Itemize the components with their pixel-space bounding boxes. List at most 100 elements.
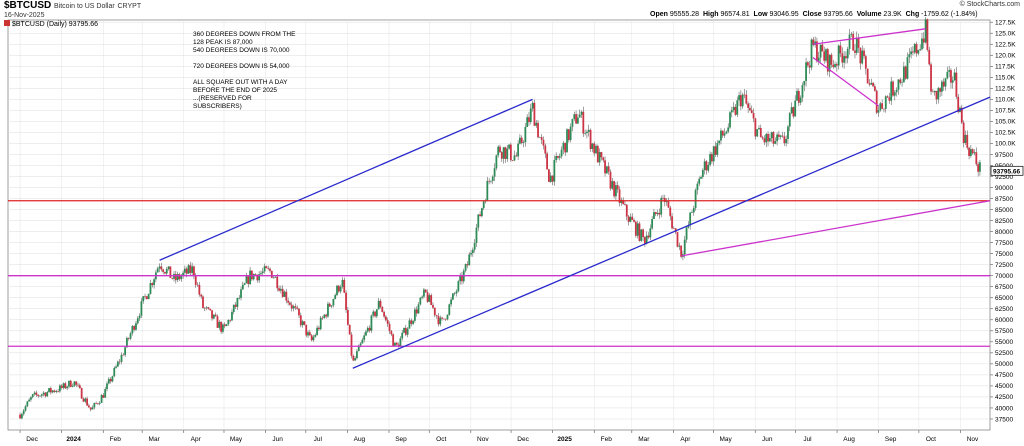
- candle-body: [426, 292, 429, 302]
- candle-body: [240, 289, 242, 298]
- candle-body: [714, 146, 717, 155]
- candle-body: [26, 401, 29, 407]
- candle-body: [432, 305, 434, 308]
- candle-body: [388, 324, 391, 332]
- candle-body: [276, 276, 279, 289]
- candle-body: [203, 307, 206, 309]
- y-tick-label: 90000: [995, 185, 1013, 192]
- candle-body: [531, 102, 534, 109]
- candle-body: [156, 268, 159, 273]
- candle-body: [767, 133, 769, 142]
- candle-body: [91, 407, 94, 410]
- candle-body: [595, 145, 597, 154]
- x-tick-label: Jun: [762, 436, 773, 443]
- candle-body: [198, 284, 201, 295]
- candle-body: [651, 219, 654, 229]
- candle-body: [966, 134, 969, 148]
- candle-body: [937, 88, 940, 100]
- candle-body: [816, 41, 818, 62]
- instrument-name: Bitcoin to US Dollar: [54, 3, 115, 10]
- candle-body: [636, 223, 639, 236]
- candle-body: [709, 154, 711, 165]
- low-label: Low: [753, 11, 768, 18]
- candle-body: [667, 201, 670, 208]
- candle-body: [289, 302, 291, 305]
- candle-body: [165, 269, 168, 274]
- candle-body: [616, 185, 619, 190]
- candle-body: [120, 354, 123, 362]
- candle-body: [473, 243, 476, 250]
- candle-body: [930, 64, 932, 92]
- candle-body: [352, 355, 355, 361]
- candle-body: [408, 320, 411, 329]
- candle-body: [883, 108, 885, 110]
- open-value: 95555.28: [669, 11, 700, 18]
- candle-body: [879, 103, 882, 111]
- candle-body: [261, 271, 264, 274]
- candle-body: [774, 141, 777, 144]
- candle-body: [553, 159, 556, 182]
- candle-body: [361, 339, 364, 344]
- candle-body: [310, 335, 313, 341]
- candle-body: [779, 135, 782, 137]
- candle-body: [754, 118, 757, 137]
- candle-body: [471, 249, 474, 254]
- candle-body: [283, 291, 286, 297]
- x-tick-label: Nov: [967, 436, 979, 443]
- candle-body: [696, 183, 699, 191]
- candle-body: [955, 72, 958, 97]
- candle-body: [649, 228, 652, 238]
- candle-body: [278, 288, 280, 291]
- candle-body: [850, 33, 853, 35]
- y-tick-label: 72500: [995, 262, 1013, 269]
- exchange: CRYPT: [117, 3, 142, 10]
- candle-body: [680, 245, 683, 257]
- candle-body: [433, 307, 436, 316]
- candle-body: [365, 331, 367, 336]
- candle-body: [20, 414, 23, 419]
- candle-body: [62, 383, 65, 388]
- candle-body: [533, 102, 536, 126]
- candle-body: [133, 326, 136, 330]
- candle-body: [720, 130, 722, 141]
- source-credit: © StockCharts.com: [959, 1, 1020, 8]
- candle-body: [194, 276, 197, 285]
- candle-body: [752, 112, 755, 119]
- candle-body: [160, 266, 163, 270]
- candle-body: [200, 294, 203, 297]
- chart-date: 16-Nov-2025: [4, 12, 45, 19]
- candle-body: [191, 266, 194, 273]
- candle-body: [89, 407, 92, 410]
- candle-body: [292, 306, 295, 309]
- candle-body: [643, 237, 646, 244]
- candle-body: [40, 394, 43, 396]
- candle-body: [567, 129, 570, 141]
- candle-body: [202, 296, 204, 308]
- candle-body: [557, 156, 559, 158]
- candle-body: [814, 41, 817, 46]
- candle-body: [584, 133, 587, 134]
- candle-body: [868, 83, 871, 85]
- candle-body: [142, 296, 145, 302]
- candle-body: [193, 266, 195, 277]
- candle-body: [412, 320, 414, 324]
- candle-body: [399, 338, 402, 347]
- candle-body: [113, 367, 116, 377]
- candle-body: [243, 283, 246, 285]
- candle-body: [183, 268, 186, 273]
- candle-body: [205, 307, 208, 309]
- y-tick-label: 77500: [995, 240, 1013, 247]
- candle-body: [78, 385, 81, 389]
- candle-body: [605, 166, 608, 174]
- candle-body: [506, 148, 509, 159]
- candle-body: [245, 276, 248, 284]
- x-tick-label: Jul: [314, 436, 323, 443]
- candle-body: [334, 295, 337, 299]
- candle-body: [225, 324, 228, 327]
- volume-value: 23.9K: [883, 11, 902, 18]
- candle-body: [763, 138, 766, 143]
- candle-body: [377, 300, 380, 310]
- candle-body: [837, 45, 840, 66]
- candle-body: [663, 197, 666, 203]
- candle-body: [575, 114, 577, 124]
